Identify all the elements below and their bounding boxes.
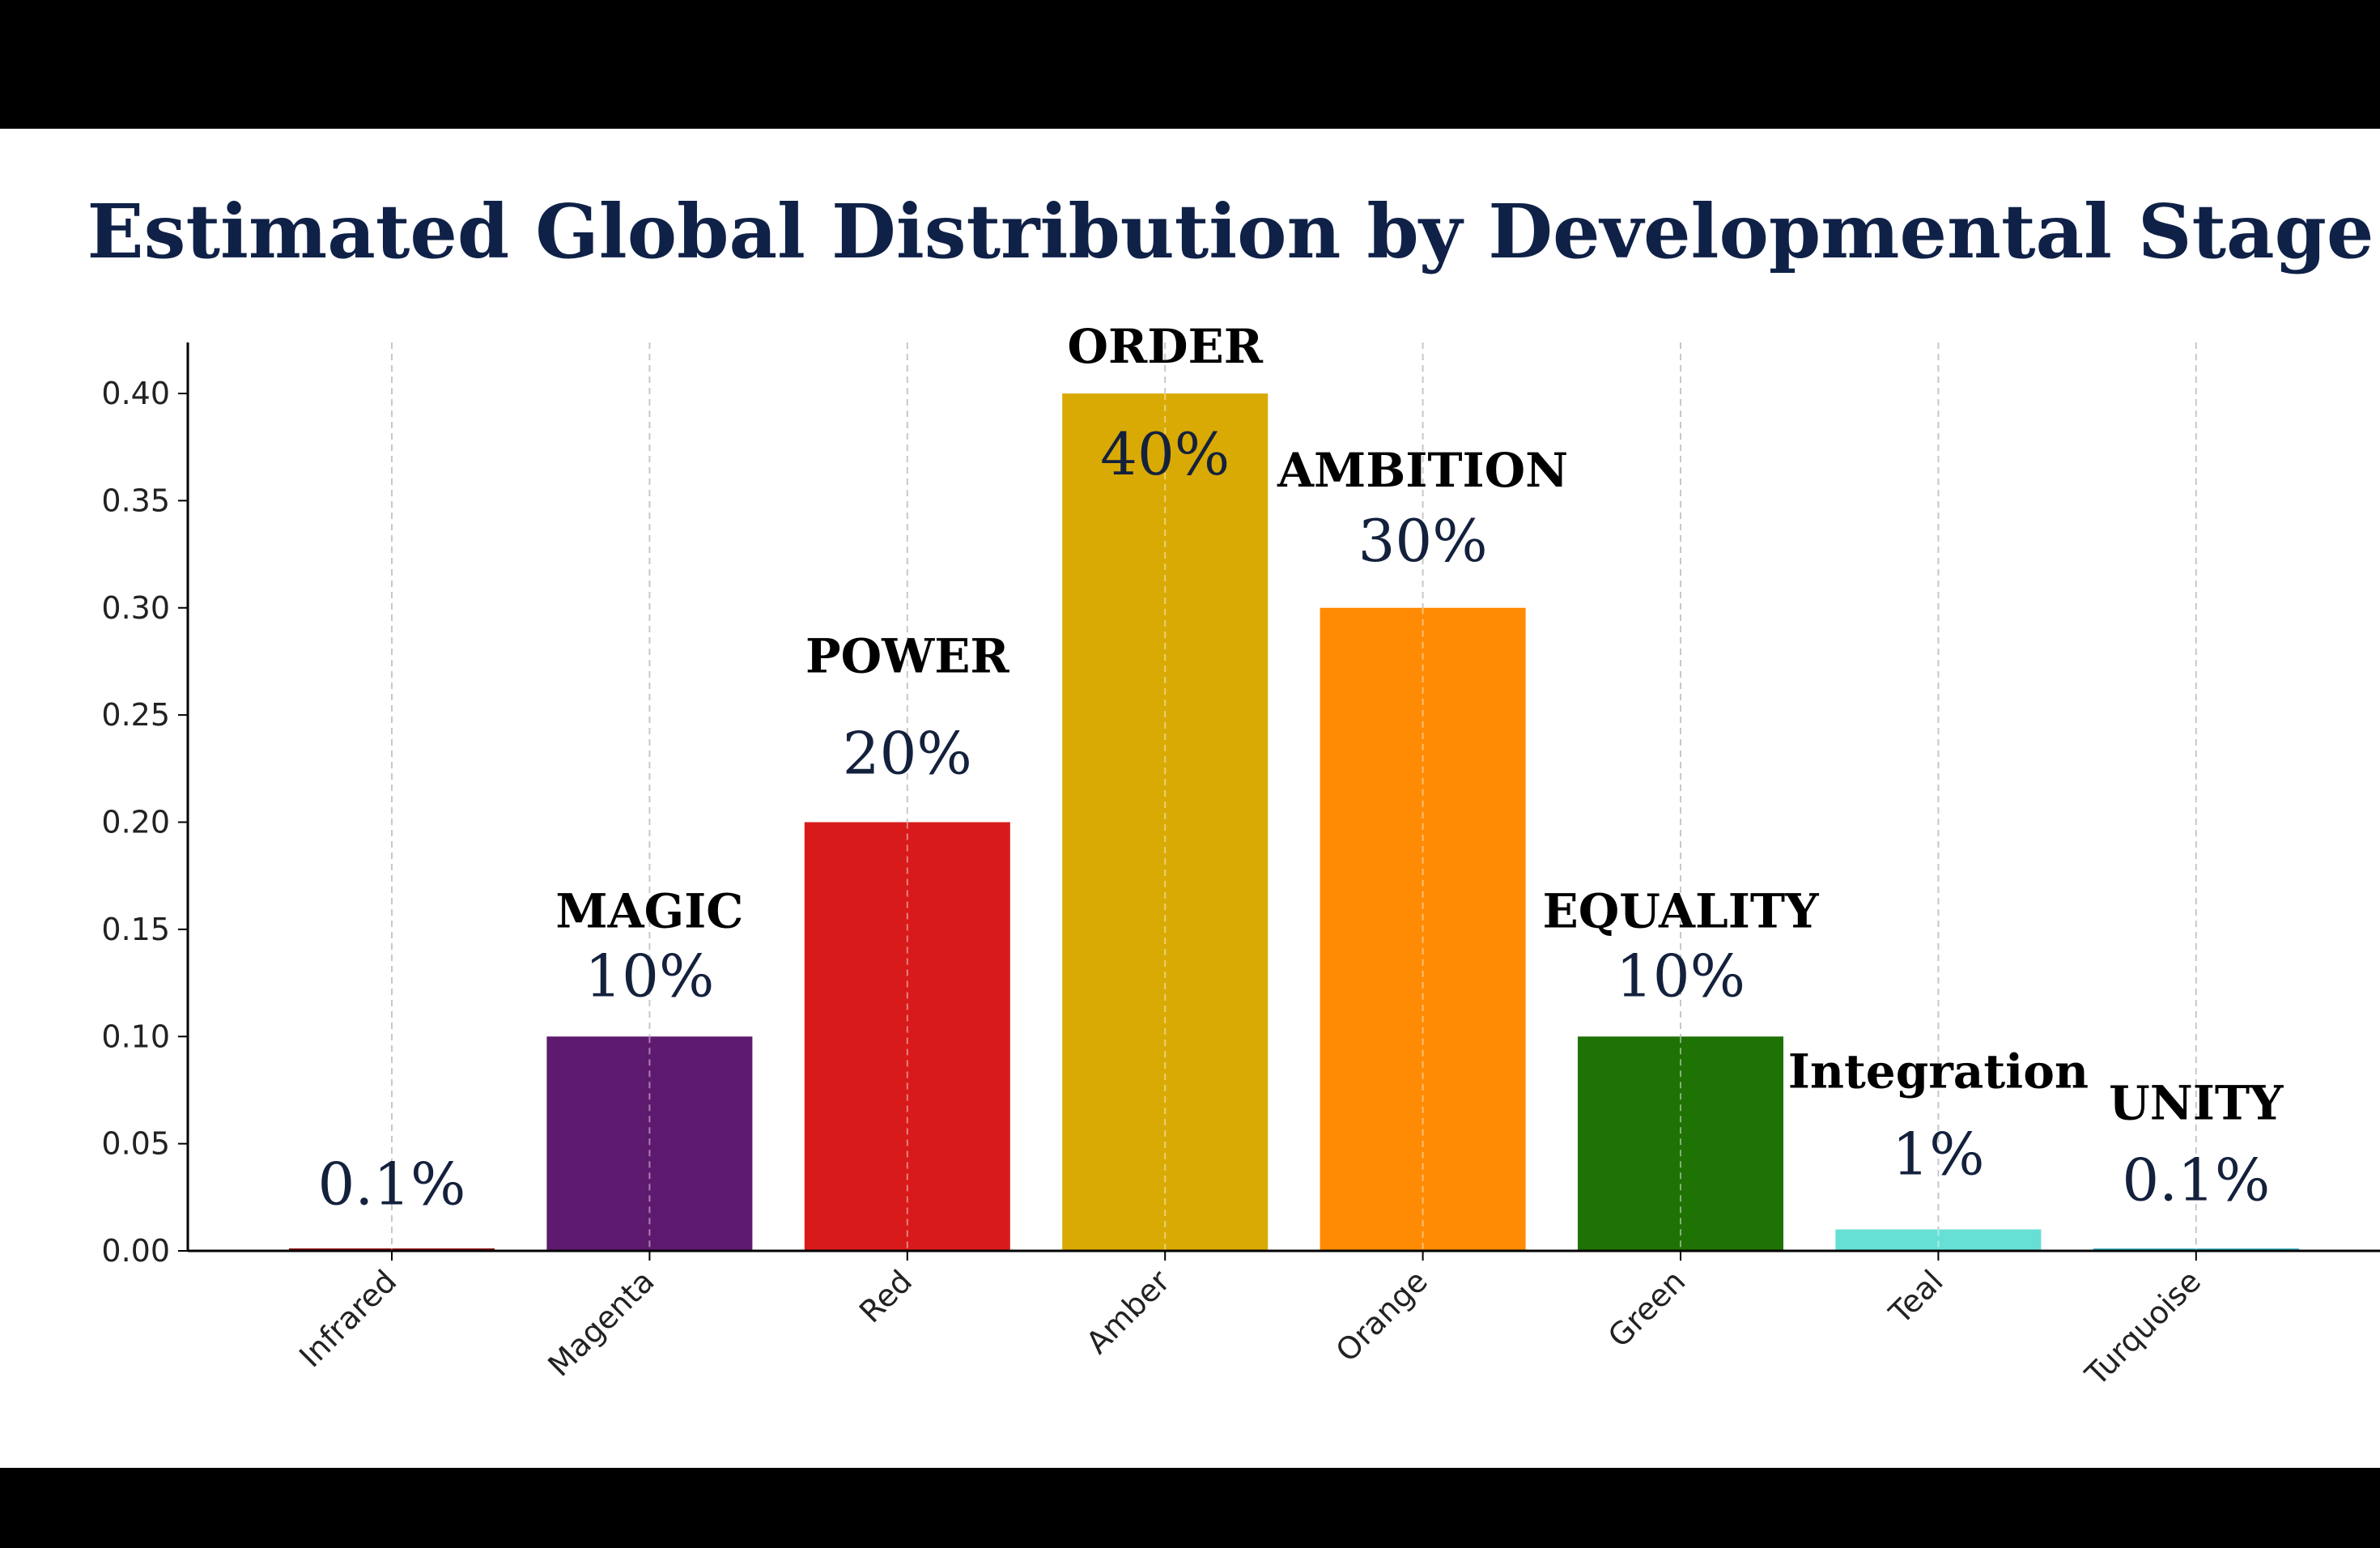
x-tick-label: Teal [1882,1263,1950,1331]
x-tick-label: Magenta [541,1263,661,1383]
chart-title: Estimated Global Distribution by Develop… [87,188,2374,275]
x-tick-label: Infrared [292,1263,403,1374]
x-tick-label: Orange [1329,1263,1434,1368]
x-tick-label: Green [1601,1263,1692,1354]
bar-amber [1062,393,1269,1251]
bar-magenta [546,1036,753,1251]
y-tick-label: 0.35 [101,483,170,518]
y-tick-label: 0.15 [101,912,170,947]
bars [289,393,2299,1251]
y-tick-label: 0.30 [101,590,170,626]
percent-label: 1% [1892,1121,1984,1189]
bar-green [1578,1036,1783,1251]
x-tick-label: Turquoise [2078,1263,2208,1393]
y-tick-label: 0.05 [101,1126,170,1162]
percent-label: 30% [1358,507,1488,575]
y-tick-label: 0.20 [101,805,170,840]
y-tick-label: 0.00 [101,1233,170,1269]
bar-orange [1320,607,1526,1251]
stage-label: POWER [805,629,1009,684]
stage-label: ORDER [1067,319,1263,374]
x-tick-label: Red [852,1263,919,1329]
y-tick-label: 0.40 [101,376,170,411]
y-tick-label: 0.25 [101,697,170,733]
bar-red [804,822,1010,1251]
percent-label: 10% [1616,942,1745,1010]
stage-label: MAGIC [555,883,743,938]
x-tick-label: Amber [1079,1263,1177,1361]
percent-label: 0.1% [2122,1146,2270,1214]
percent-label: 20% [843,720,972,788]
y-tick-label: 0.10 [101,1019,170,1054]
grid-lines-front [391,393,2197,1251]
percent-label: 40% [1100,420,1230,488]
percent-label: 10% [584,942,714,1010]
percent-label: 0.1% [318,1150,466,1218]
stage-label: Integration [1788,1044,2089,1099]
stage-label: UNITY [2109,1075,2284,1130]
stage-label: AMBITION [1277,443,1568,498]
stage-label: EQUALITY [1542,883,1819,938]
bar-teal [1835,1229,2042,1251]
